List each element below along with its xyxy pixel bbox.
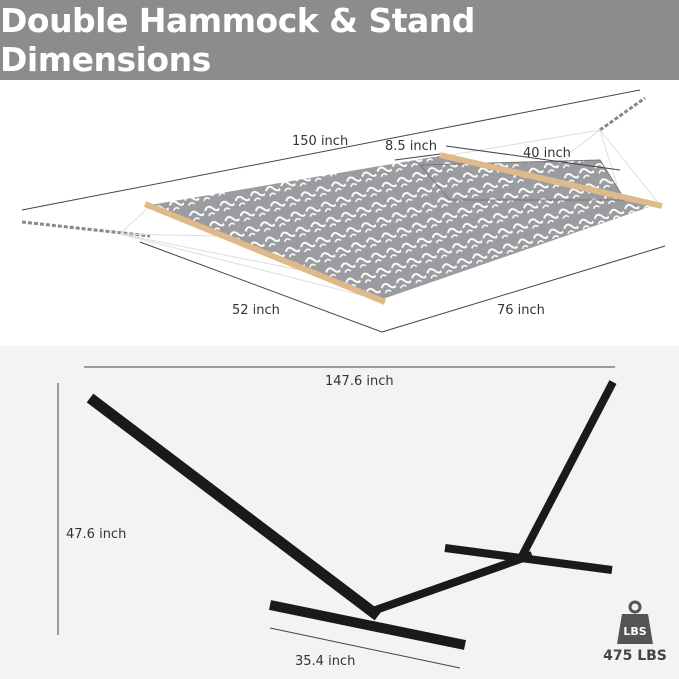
right-arm: [516, 380, 617, 562]
page-title: Double Hammock & Stand Dimensions: [0, 1, 475, 79]
dim-40: 40 inch: [523, 146, 571, 161]
dim-35-4: 35.4 inch: [295, 654, 355, 669]
weight-capacity: 475 LBS: [603, 648, 667, 664]
dim-76: 76 inch: [497, 303, 545, 318]
dim-150: 150 inch: [292, 134, 348, 149]
front-base-bar: [268, 600, 467, 650]
svg-text:LBS: LBS: [623, 625, 646, 638]
weight-icon: LBS: [617, 600, 653, 644]
dim-47-6: 47.6 inch: [66, 527, 126, 542]
spreader-bar-front: [143, 201, 387, 305]
weight-capacity-badge: LBS 475 LBS: [600, 600, 670, 664]
spreader-bar-back: [439, 152, 663, 209]
dim-52: 52 inch: [232, 303, 280, 318]
hammock-stand: [86, 380, 617, 650]
right-chain: [599, 96, 646, 132]
left-arm: [86, 393, 382, 621]
title-banner: Double Hammock & Stand Dimensions: [0, 0, 679, 80]
hammock: [21, 96, 663, 305]
hammock-dimension-lines: [21, 89, 666, 333]
dim-8-5: 8.5 inch: [385, 139, 437, 154]
left-chain: [21, 220, 151, 238]
dim-147-6: 147.6 inch: [325, 374, 394, 389]
center-beam: [368, 551, 534, 616]
stand-dimension-lines: [57, 366, 615, 669]
